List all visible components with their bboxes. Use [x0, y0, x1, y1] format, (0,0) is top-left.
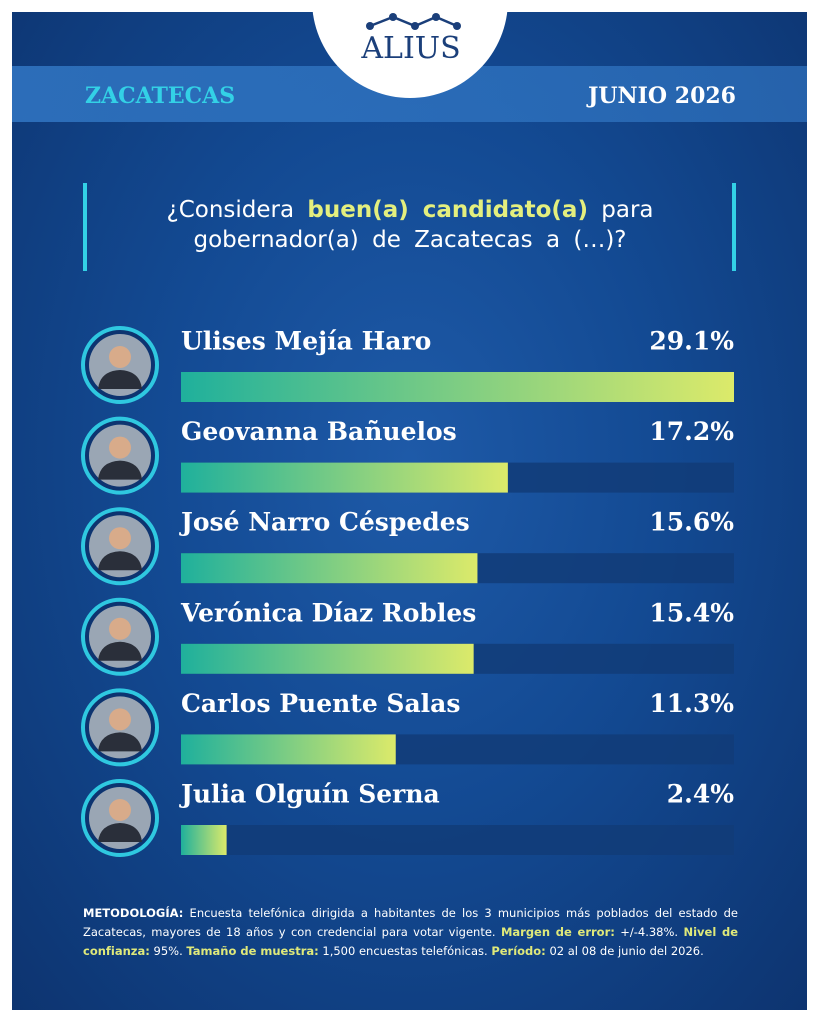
methodology: METODOLOGÍA: Encuesta telefónica dirigid… [83, 904, 738, 961]
question-text: para gobernador(a) de Zacatecas a (…)? [193, 197, 654, 253]
question: ¿Considera buen(a) candidato(a) para gob… [100, 195, 720, 255]
methodology-text: 95%. [153, 944, 183, 958]
value-label: 17.2% [649, 417, 734, 446]
bar-track [181, 825, 734, 855]
candidate-name: Verónica Díaz Robles [180, 598, 476, 627]
logo: ALIUS [360, 31, 460, 66]
avatar-head [109, 708, 131, 731]
avatar-head [109, 527, 131, 550]
question-border [83, 183, 87, 271]
question-text: ¿Considera [166, 197, 295, 223]
bar [181, 553, 478, 584]
candidate-name: Julia Olguín Serna [179, 780, 440, 809]
date: JUNIO 2026 [586, 83, 736, 109]
avatar-body [98, 551, 142, 571]
avatar-head [109, 617, 131, 640]
bar [181, 462, 508, 493]
question-border [732, 183, 736, 271]
candidate-name: Ulises Mejía Haro [181, 327, 431, 356]
bar [181, 372, 734, 402]
avatar-head [109, 436, 131, 459]
avatar-body [98, 370, 142, 389]
bar [181, 825, 227, 855]
methodology-label: Tamaño de muestra: [186, 944, 319, 958]
value-label: 15.6% [649, 508, 734, 537]
methodology-text: +/-4.38%. [620, 925, 679, 939]
candidate-name: Carlos Puente Salas [181, 689, 460, 718]
bar [181, 643, 474, 674]
methodology-label: Margen de error: [500, 925, 615, 939]
value-label: 29.1% [649, 327, 734, 356]
methodology-text: 02 al 08 de junio del 2026. [549, 944, 704, 958]
value-label: 11.3% [649, 689, 734, 718]
candidate-name: José Narro Céspedes [179, 508, 470, 537]
avatar-head [109, 799, 131, 821]
methodology-label: METODOLOGÍA: [83, 906, 184, 920]
methodology-label: Nivel de confianza: [83, 925, 739, 958]
question-highlight: buen(a) candidato(a) [307, 197, 588, 223]
value-label: 15.4% [649, 598, 734, 627]
candidate-name: Geovanna Bañuelos [181, 417, 457, 446]
avatar-head [109, 346, 131, 368]
methodology-label: Período: [491, 944, 546, 958]
logo-dots [366, 13, 461, 30]
avatar-body [98, 732, 142, 752]
methodology-text: 1,500 encuestas telefónicas. [322, 944, 488, 958]
value-label: 2.4% [667, 780, 734, 809]
methodology-text: Encuesta telefónica dirigida a habitante… [83, 906, 739, 939]
avatar-body [98, 641, 142, 661]
avatar-body [98, 460, 142, 480]
avatar-body [98, 823, 142, 842]
region: ZACATECAS [85, 83, 235, 109]
bar [181, 734, 396, 765]
